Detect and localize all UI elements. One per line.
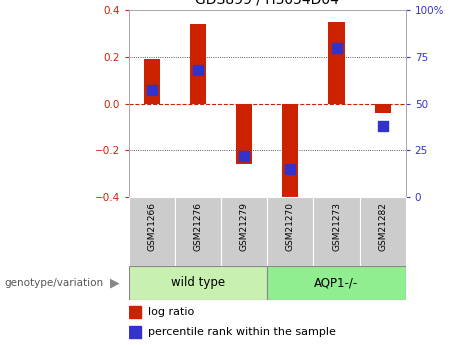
- Bar: [236, 104, 253, 164]
- Text: GSM21282: GSM21282: [378, 202, 387, 251]
- Bar: [313, 197, 360, 266]
- Text: percentile rank within the sample: percentile rank within the sample: [148, 327, 337, 337]
- Bar: [360, 197, 406, 266]
- Text: genotype/variation: genotype/variation: [5, 278, 104, 288]
- Text: GSM21266: GSM21266: [148, 202, 157, 251]
- Text: GSM21276: GSM21276: [194, 202, 203, 251]
- Bar: [175, 197, 221, 266]
- Point: [333, 45, 340, 50]
- Text: GSM21279: GSM21279: [240, 202, 249, 251]
- Bar: [129, 197, 175, 266]
- Point: [379, 123, 386, 129]
- Bar: [129, 266, 267, 300]
- Bar: [267, 197, 313, 266]
- Text: GSM21273: GSM21273: [332, 202, 341, 251]
- Bar: [328, 22, 345, 104]
- Bar: [190, 24, 207, 104]
- Point: [148, 88, 156, 93]
- Bar: [282, 104, 299, 199]
- Bar: [144, 59, 160, 104]
- Title: GDS899 / H3054D04: GDS899 / H3054D04: [195, 0, 339, 7]
- Bar: [267, 266, 406, 300]
- Text: log ratio: log ratio: [148, 307, 195, 317]
- Point: [287, 166, 294, 171]
- Text: AQP1-/-: AQP1-/-: [314, 276, 359, 289]
- Bar: [221, 197, 267, 266]
- Point: [195, 67, 202, 73]
- Point: [241, 153, 248, 158]
- Text: GSM21270: GSM21270: [286, 202, 295, 251]
- Bar: [374, 104, 390, 113]
- Text: wild type: wild type: [171, 276, 225, 289]
- Text: ▶: ▶: [111, 276, 120, 289]
